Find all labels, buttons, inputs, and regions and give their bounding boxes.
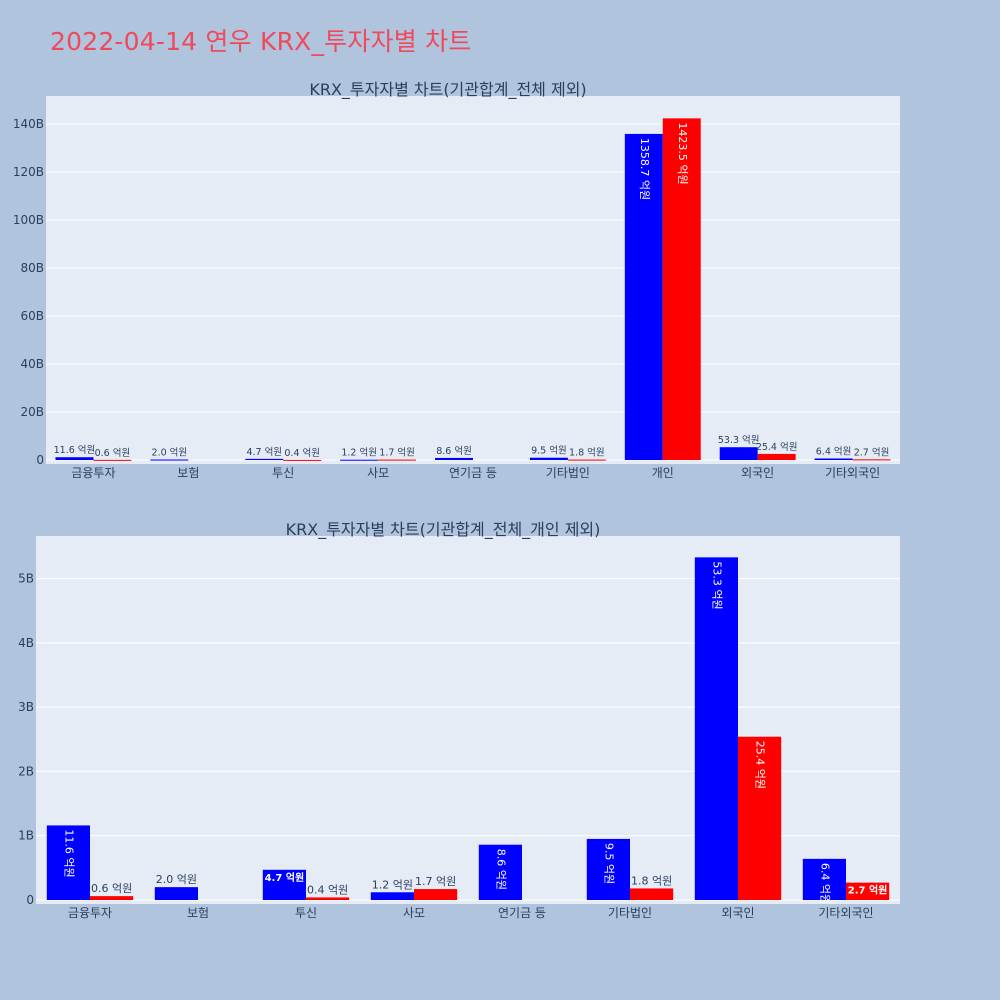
bar-sell xyxy=(306,897,350,900)
data-label: 2.0 억원 xyxy=(152,447,188,459)
data-label: 9.5 억원 xyxy=(602,843,615,884)
bar-buy xyxy=(694,557,738,900)
bar-sell xyxy=(414,889,458,900)
y-tick-label: 40B xyxy=(20,357,44,371)
data-label: 0.6 억원 xyxy=(91,882,132,895)
data-label: 11.6 억원 xyxy=(54,444,96,456)
bar-sell xyxy=(93,459,132,461)
x-tick-label: 기타법인 xyxy=(546,466,590,480)
data-label: 2.7 억원 xyxy=(848,884,888,897)
bar-buy xyxy=(370,892,414,900)
bar-sell xyxy=(378,459,417,461)
y-tick-label: 140B xyxy=(13,117,44,131)
bar-buy xyxy=(55,457,94,460)
y-tick-label: 100B xyxy=(13,213,44,227)
data-label: 4.7 억원 xyxy=(246,446,282,458)
y-tick-label: 4B xyxy=(18,636,34,650)
bar-sell xyxy=(757,453,796,460)
x-tick-label: 연기금 등 xyxy=(449,466,497,480)
x-tick-label: 사모 xyxy=(367,466,389,480)
data-label: 8.6 억원 xyxy=(494,849,507,890)
bar-sell xyxy=(567,459,606,461)
bar-buy xyxy=(802,858,846,900)
x-tick-label: 연기금 등 xyxy=(498,906,546,920)
x-tick-label: 보험 xyxy=(187,906,209,920)
y-tick-label: 20B xyxy=(20,405,44,419)
chart-1: 0 20B 40B 60B 80B 100B 120B 140B KRX_투자자별 차트(기관합… xyxy=(13,80,900,480)
data-label: 2.0 억원 xyxy=(156,873,197,886)
data-label: 1.2 억원 xyxy=(372,878,413,891)
bar-buy xyxy=(624,133,663,461)
x-tick-label: 외국인 xyxy=(721,906,754,920)
x-tick-label: 기타법인 xyxy=(608,906,652,920)
data-label: 6.4 억원 xyxy=(816,445,852,457)
x-tick-label: 금융투자 xyxy=(71,466,115,480)
bar-buy xyxy=(529,457,568,460)
data-label: 1358.7 억원 xyxy=(638,138,651,200)
data-label: 8.6 억원 xyxy=(436,445,472,457)
bar-sell xyxy=(662,118,701,461)
data-label: 11.6 억원 xyxy=(62,829,75,877)
data-label: 4.7 억원 xyxy=(265,871,305,884)
x-tick-label: 금융투자 xyxy=(68,906,112,920)
y-tick-label: 80B xyxy=(20,261,44,275)
bar-buy xyxy=(586,838,630,900)
bar-buy xyxy=(154,887,198,900)
data-label: 0.4 억원 xyxy=(284,447,320,459)
y-tick-label: 60B xyxy=(20,309,44,323)
y-tick-label: 0 xyxy=(36,453,44,467)
data-label: 25.4 억원 xyxy=(754,741,767,789)
y-tick-label: 3B xyxy=(18,700,34,714)
data-label: 25.4 억원 xyxy=(756,441,798,453)
x-tick-label: 외국인 xyxy=(741,466,774,480)
bar-sell xyxy=(738,736,782,900)
y-tick-label: 1B xyxy=(18,829,34,843)
data-label: 1.7 억원 xyxy=(379,447,415,459)
bar-buy xyxy=(340,459,379,461)
data-label: 6.4 억원 xyxy=(818,863,831,904)
y-tick-label: 0 xyxy=(26,893,34,907)
bar-sell xyxy=(90,896,134,900)
x-tick-label: 기타외국인 xyxy=(825,466,880,480)
x-tick-label: 투신 xyxy=(295,906,317,920)
bar-buy xyxy=(719,447,758,460)
chart-title: KRX_투자자별 차트(기관합계_전체 제외) xyxy=(309,80,586,100)
bar-buy xyxy=(262,869,306,900)
bar-sell xyxy=(852,459,891,461)
chart-title: KRX_투자자별 차트(기관합계_전체_개인 제외) xyxy=(286,520,601,540)
y-tick-label: 120B xyxy=(13,165,44,179)
data-label: 2.7 억원 xyxy=(854,446,890,458)
data-label: 1.7 억원 xyxy=(415,875,456,888)
data-label: 1.8 억원 xyxy=(631,874,672,887)
x-tick-label: 보험 xyxy=(177,466,199,480)
data-label: 1423.5 억원 xyxy=(676,122,689,184)
data-label: 1.8 억원 xyxy=(569,447,605,459)
data-label: 53.3 억원 xyxy=(710,561,723,609)
bar-sell xyxy=(283,459,322,461)
x-tick-label: 투신 xyxy=(272,466,294,480)
page-title: 2022-04-14 연우 KRX_투자자별 차트 xyxy=(50,27,472,56)
bar-buy xyxy=(46,825,90,900)
x-tick-label: 사모 xyxy=(403,906,425,920)
bar-buy xyxy=(435,457,473,460)
bar-sell xyxy=(630,888,674,900)
plot-area xyxy=(46,96,900,464)
y-tick-label: 2B xyxy=(18,764,34,778)
bar-sell xyxy=(846,882,890,900)
y-tick-label: 5B xyxy=(18,572,34,586)
bar-buy xyxy=(245,458,284,460)
chart-2: 0 1B 2B 3B 4B 5B KRX_투자자별 차트(기관합계_전체_개인 제외) 금융투… xyxy=(18,520,900,920)
data-label: 9.5 억원 xyxy=(531,445,567,457)
data-label: 53.3 억원 xyxy=(718,434,760,446)
x-tick-label: 기타외국인 xyxy=(818,906,873,920)
bar-buy xyxy=(150,459,189,461)
x-tick-label: 개인 xyxy=(652,466,674,480)
bar-buy xyxy=(814,458,853,460)
data-label: 1.2 억원 xyxy=(341,447,377,459)
data-label: 0.4 억원 xyxy=(307,883,348,896)
bar-buy xyxy=(478,844,522,900)
data-label: 0.6 억원 xyxy=(95,447,131,459)
